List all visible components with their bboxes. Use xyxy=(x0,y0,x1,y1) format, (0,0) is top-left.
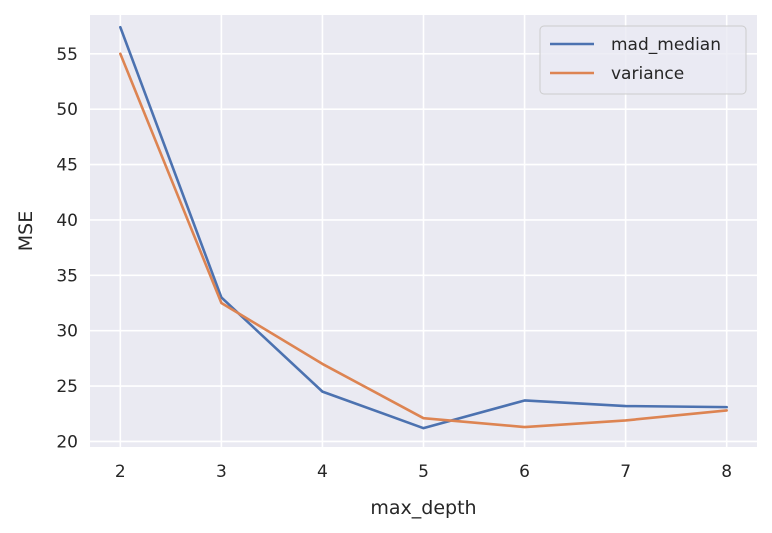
grid-lines xyxy=(90,15,757,447)
x-tick-label: 5 xyxy=(418,462,429,482)
y-axis-label: MSE xyxy=(15,211,37,251)
series-line-variance xyxy=(119,52,728,429)
legend-label: variance xyxy=(611,64,684,84)
x-axis-label: max_depth xyxy=(370,497,476,519)
x-tick-label: 3 xyxy=(216,462,227,482)
series-line-mad-median xyxy=(119,25,728,430)
x-tick-label: 8 xyxy=(721,462,732,482)
y-tick-label: 40 xyxy=(56,211,78,231)
x-tick-label: 2 xyxy=(115,462,126,482)
y-tick-label: 35 xyxy=(56,266,78,286)
legend: mad_median variance xyxy=(539,25,747,95)
legend-label: mad_median xyxy=(611,35,721,55)
x-tick-label: 7 xyxy=(620,462,631,482)
y-tick-label: 55 xyxy=(56,45,78,65)
x-tick-label: 6 xyxy=(519,462,530,482)
series-lines xyxy=(119,25,728,430)
x-tick-label: 4 xyxy=(317,462,328,482)
y-tick-label: 25 xyxy=(56,377,78,397)
y-tick-label: 45 xyxy=(56,156,78,176)
y-tick-label: 50 xyxy=(56,100,78,120)
y-axis-ticks: 20 25 30 35 40 45 50 55 xyxy=(56,45,78,453)
x-axis-ticks: 2 3 4 5 6 7 8 xyxy=(115,462,732,482)
y-tick-label: 30 xyxy=(56,322,78,342)
y-tick-label: 20 xyxy=(56,432,78,452)
